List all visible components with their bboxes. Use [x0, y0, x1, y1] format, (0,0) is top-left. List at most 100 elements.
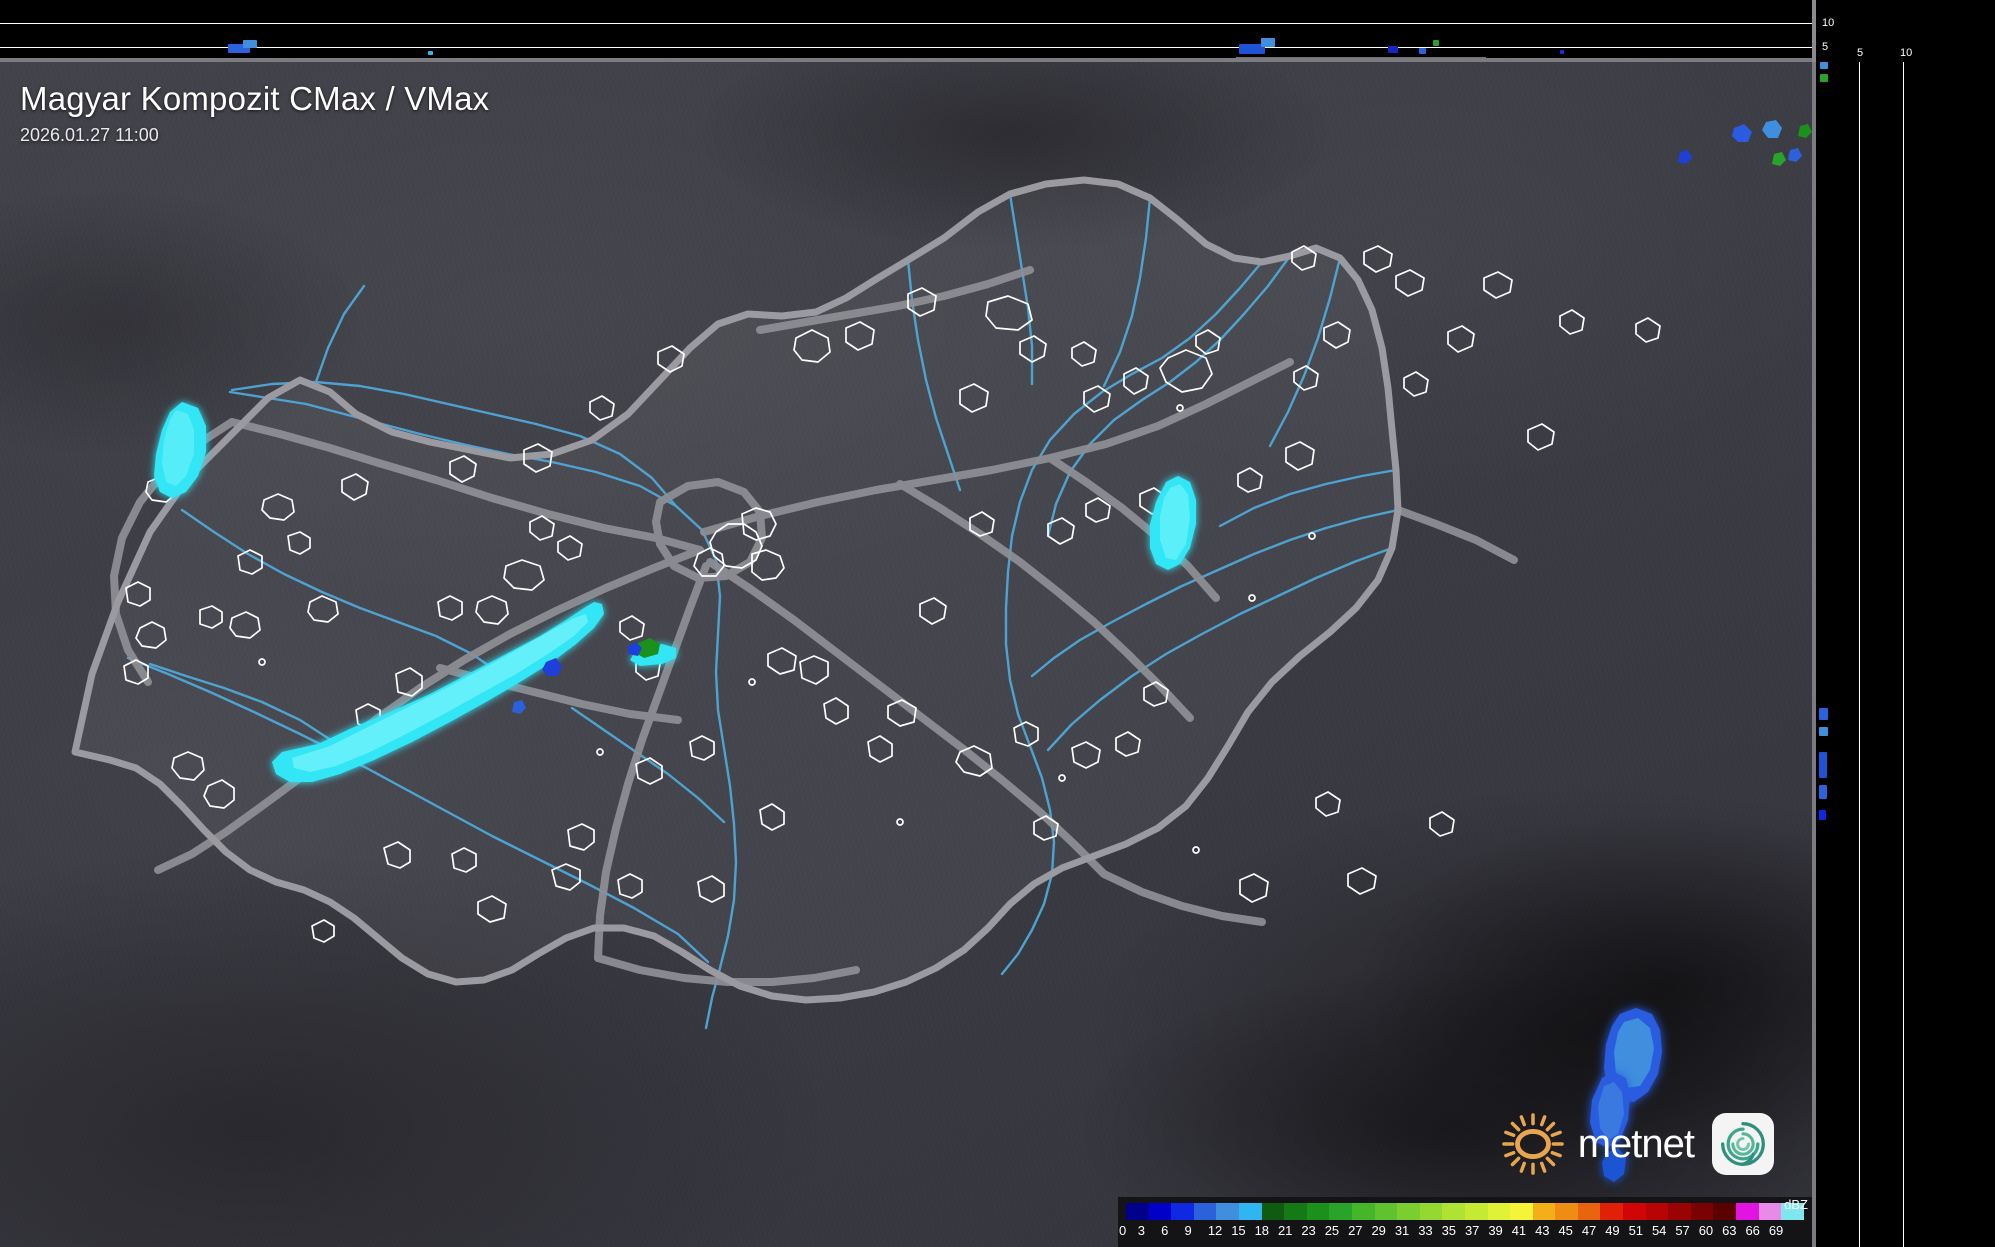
color-swatch-18	[1532, 1203, 1556, 1220]
xsec-axis-label-10km: 10	[1822, 17, 1835, 29]
xsec-top-echo-7	[427, 51, 433, 55]
color-swatch-17	[1510, 1203, 1533, 1220]
color-scale-ticks: 0 3 6 9 12 15 18 21 23 25 27 29 31 33 35 37 39 41 43 45 47 49…	[1119, 1223, 1804, 1239]
color-swatch-11	[1374, 1203, 1398, 1220]
color-swatch-21	[1600, 1203, 1624, 1220]
xsec-top-echo-3	[1261, 38, 1276, 47]
color-swatch-2	[1171, 1203, 1194, 1220]
xsec-right-echo-2	[1819, 708, 1828, 720]
scale-tick-49: 49	[1605, 1223, 1620, 1238]
color-swatch-6	[1261, 1203, 1285, 1220]
scale-tick-43: 43	[1535, 1223, 1550, 1238]
color-swatch-12	[1397, 1203, 1420, 1220]
color-swatch-22	[1623, 1203, 1646, 1220]
scale-tick-41: 41	[1511, 1223, 1527, 1238]
xsec-right-echo-3	[1819, 727, 1828, 736]
radar-map[interactable]: Magyar Kompozit CMax / VMax 2026.01.27 1…	[0, 62, 1812, 1247]
color-swatch-7	[1284, 1203, 1307, 1220]
color-swatch-23	[1645, 1203, 1669, 1220]
precipitation-echo-layer	[154, 120, 1812, 1182]
xsec-right-baseline	[1812, 62, 1816, 1247]
xsec-right-echo-1	[1820, 74, 1828, 82]
xsec-top-echo-6	[1433, 40, 1440, 46]
scale-tick-3: 3	[1137, 1223, 1145, 1238]
color-swatch-20	[1577, 1203, 1601, 1220]
color-swatch-3	[1193, 1203, 1217, 1220]
color-swatch-15	[1464, 1203, 1488, 1220]
scale-tick-35: 35	[1441, 1223, 1457, 1238]
scale-tick-6: 6	[1161, 1223, 1169, 1238]
xsec-top-echo-5	[1418, 48, 1426, 54]
scale-tick-60: 60	[1698, 1223, 1714, 1238]
hungary-landmass	[75, 180, 1398, 1000]
xsec-right-axis-label-10km: 10	[1900, 47, 1913, 59]
scale-tick-54: 54	[1651, 1223, 1667, 1238]
scale-tick-47: 47	[1581, 1223, 1597, 1238]
scale-tick-63: 63	[1722, 1223, 1737, 1238]
scale-tick-33: 33	[1418, 1223, 1433, 1238]
color-swatch-8	[1306, 1203, 1330, 1220]
dbz-color-scale: 0 3 6 9 12 15 18 21 23 25 27 29 31 33 35 37 39 41 43 45 47 49…	[1118, 1197, 1812, 1247]
xsec-right-gridline-5km	[1859, 62, 1860, 1247]
scale-tick-15: 15	[1231, 1223, 1246, 1238]
xsec-right-axis-label-5km: 5	[1857, 47, 1864, 59]
xsec-top-echo-1	[242, 40, 257, 48]
color-scale-unit: dBZ	[1784, 1197, 1808, 1212]
scale-tick-31: 31	[1394, 1223, 1410, 1238]
country-border-hungary	[71, 176, 1402, 1004]
xsec-axis-label-5km: 5	[1822, 41, 1829, 53]
color-scale-bar	[1126, 1203, 1804, 1220]
color-swatch-19	[1555, 1203, 1578, 1220]
color-swatch-29	[1781, 1203, 1804, 1220]
color-swatch-27	[1736, 1203, 1759, 1220]
vertical-cross-section-top	[0, 0, 1812, 62]
scale-tick-57: 57	[1675, 1223, 1690, 1238]
color-swatch-14	[1442, 1203, 1465, 1220]
xsec-top-echo-8	[1560, 50, 1565, 54]
color-swatch-25	[1690, 1203, 1714, 1220]
xsec-right-echo-0	[1820, 62, 1828, 69]
xsec-top-echo-2	[1239, 44, 1266, 54]
vertical-cross-section-right	[1816, 62, 1995, 1247]
scale-tick-9: 9	[1184, 1223, 1192, 1238]
xsec-top-baseline	[0, 58, 1812, 62]
color-swatch-13	[1419, 1203, 1443, 1220]
scale-tick-29: 29	[1371, 1223, 1386, 1238]
scale-tick-37: 37	[1464, 1223, 1480, 1238]
xsec-right-echo-5	[1819, 785, 1827, 799]
scale-tick-25: 25	[1324, 1223, 1340, 1238]
xsec-gridline-5km	[0, 47, 1812, 48]
metnet-badge[interactable]	[1712, 1113, 1774, 1175]
scale-tick-21: 21	[1277, 1223, 1293, 1238]
xsec-right-echo-4	[1819, 752, 1827, 778]
scale-tick-69: 69	[1768, 1223, 1784, 1238]
scale-tick-66: 66	[1745, 1223, 1760, 1238]
xsec-top-echo-4	[1387, 46, 1398, 53]
color-swatch-5	[1238, 1203, 1262, 1220]
color-swatch-10	[1351, 1203, 1375, 1220]
settlement-outlines-layer	[123, 245, 1661, 943]
xsec-right-gridline-10km	[1903, 62, 1904, 1247]
color-swatch-16	[1487, 1203, 1511, 1220]
scale-tick-18: 18	[1254, 1223, 1270, 1238]
scale-tick-45: 45	[1558, 1223, 1573, 1238]
color-swatch-1	[1148, 1203, 1172, 1220]
color-swatch-28	[1758, 1203, 1782, 1220]
xsec-right-echo-6	[1819, 810, 1826, 820]
scale-tick-39: 39	[1488, 1223, 1503, 1238]
color-swatch-24	[1668, 1203, 1691, 1220]
sun-icon	[1501, 1113, 1564, 1175]
logo-wordmark: metnet	[1577, 1122, 1695, 1166]
xsec-top-echo-0	[228, 44, 251, 53]
scale-tick-0: 0	[1118, 1223, 1127, 1238]
color-swatch-26	[1713, 1203, 1737, 1220]
metnet-logo[interactable]: metnet	[1501, 1113, 1774, 1175]
scale-tick-23: 23	[1301, 1223, 1316, 1238]
scale-tick-12: 12	[1207, 1223, 1223, 1238]
color-swatch-4	[1216, 1203, 1239, 1220]
color-swatch-0	[1126, 1203, 1149, 1220]
scale-tick-51: 51	[1628, 1223, 1644, 1238]
xsec-top-axis	[1812, 0, 1816, 70]
xsec-gridline-10km	[0, 23, 1812, 24]
